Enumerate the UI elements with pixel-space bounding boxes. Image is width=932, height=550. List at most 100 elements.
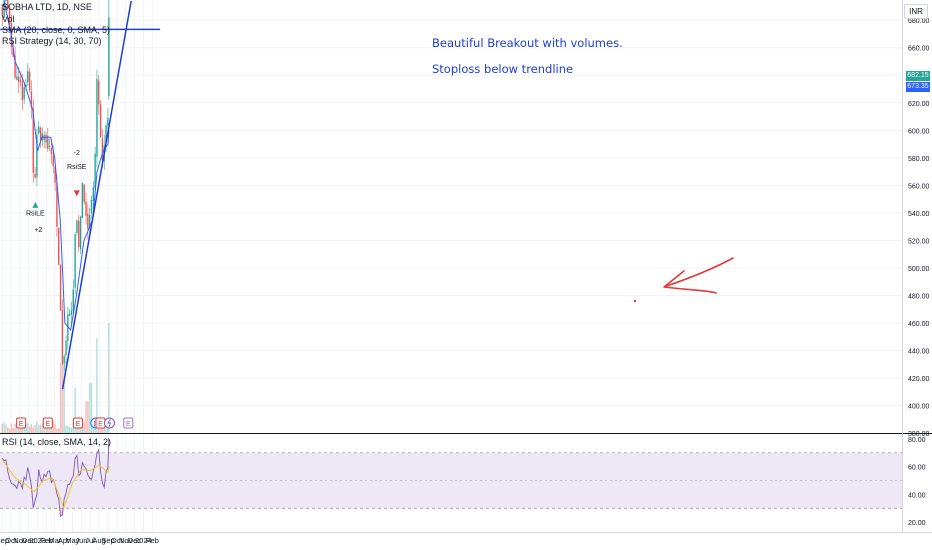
volume-bar: [81, 425, 84, 433]
candle-body: [14, 55, 16, 78]
volume-bar: [30, 423, 33, 433]
volume-bar: [58, 428, 60, 433]
legend-volume[interactable]: Vol: [2, 14, 15, 24]
marker-shape: [72, 417, 83, 429]
candle-body: [70, 310, 73, 315]
candle-body: [94, 153, 96, 189]
sell-signal-arrow: [73, 190, 80, 197]
candle-body: [68, 313, 71, 316]
annotation-breakout[interactable]: Beautiful Breakout with volumes.: [432, 36, 623, 50]
candle-body: [99, 104, 102, 138]
candle-body: [76, 220, 78, 233]
time-tick-label: 2023: [29, 536, 46, 545]
legend-rsi-strategy[interactable]: RSI Strategy (14, 30, 70): [2, 36, 102, 46]
candle-body: [27, 71, 29, 83]
volume-bar: [88, 383, 91, 433]
candle-body: [105, 125, 107, 144]
time-tick-label: May: [65, 536, 79, 545]
candle-body: [74, 234, 76, 288]
candle-body: [45, 134, 47, 143]
volume-bar: [105, 428, 107, 433]
time-tick-label: Sep: [101, 536, 114, 545]
volume-bar: [7, 427, 9, 433]
candle-body: [38, 126, 40, 134]
marker-letter: E: [98, 421, 103, 428]
rsi-panel: 20.00 40.00 60.00 80.00: [0, 437, 926, 527]
candle-body: [59, 264, 62, 311]
time-tick-label: Oct: [111, 536, 124, 545]
marker-letter: E: [19, 421, 24, 428]
legend-sma[interactable]: SMA (20, close, 0, SMA, 5): [2, 25, 111, 35]
annotation-arrow: [663, 257, 734, 294]
candle-body: [17, 76, 20, 82]
earnings-marker[interactable]: E: [42, 417, 53, 429]
volume-bar: [3, 421, 5, 433]
volume-bar: [36, 421, 38, 433]
candle-body: [107, 118, 109, 126]
marker-letter: E: [126, 421, 131, 428]
volume-bar: [99, 426, 102, 433]
earnings-marker[interactable]: E: [123, 417, 134, 429]
price-tick-label: 440.00: [908, 349, 930, 356]
earnings-marker[interactable]: E: [16, 417, 27, 429]
volume-bar: [92, 423, 95, 433]
volume-bar: [43, 428, 45, 433]
candle-body: [8, 7, 11, 24]
rsi-long-label: RsiLE: [26, 211, 45, 218]
volume-bar: [90, 383, 93, 433]
price-tick-label: 620.00: [908, 101, 930, 108]
volume-bar: [14, 423, 16, 433]
price-tick-label: 400.00: [908, 404, 930, 411]
time-tick-label: Nov: [13, 536, 27, 545]
rsi-line: [1, 438, 110, 518]
marker-shape: [16, 417, 27, 429]
candle-body: [90, 199, 93, 214]
time-tick-label: Oct: [5, 536, 18, 545]
volume-bar: [108, 323, 110, 433]
candle-body: [83, 184, 85, 203]
candle-body: [58, 228, 60, 265]
sma-line: [3, 0, 110, 332]
earnings-marker[interactable]: E: [72, 417, 83, 429]
time-tick-label: Apr: [58, 536, 70, 545]
volume-bar: [8, 428, 11, 433]
support-trendline: [61, 0, 132, 390]
volume-bar: [54, 424, 56, 433]
marker-shape: [123, 417, 134, 429]
legend-rsi[interactable]: RSI (14, close, SMA, 14, 2): [2, 437, 112, 447]
marker-shape: [42, 417, 53, 429]
candle-body: [34, 173, 36, 178]
volume-bar: [48, 428, 51, 433]
candle-body: [65, 340, 67, 356]
time-tick-label: Mar: [48, 536, 61, 545]
price-tick-label: 680.00: [908, 18, 930, 25]
candle-body: [7, 0, 9, 8]
candle-body: [101, 138, 104, 160]
candle-body: [47, 135, 49, 149]
volume-bar: [72, 428, 74, 433]
price-candles: [1, 0, 110, 371]
time-tick-label: Sep: [0, 536, 9, 545]
volume-bar: [85, 401, 87, 433]
volume-bar: [63, 363, 65, 433]
lightning-icon: [107, 418, 112, 428]
volume-bar: [61, 363, 64, 433]
volume-bar: [28, 426, 31, 433]
candle-body: [1, 4, 4, 17]
annotation-stoploss[interactable]: Stoploss below trendline: [432, 62, 574, 76]
currency-button[interactable]: INR: [904, 4, 928, 19]
candle-body: [50, 147, 53, 155]
time-tick-label: 2024: [135, 536, 152, 545]
candle-body: [88, 215, 91, 227]
volume-bar: [74, 388, 76, 433]
level-price-tag: 673.35: [906, 82, 930, 92]
symbol-title[interactable]: SOBHA LTD, 1D, NSE: [2, 2, 92, 12]
rsi-short-label: RsiSE: [67, 164, 87, 171]
candle-body: [79, 216, 82, 250]
price-tick-label: 660.00: [908, 46, 930, 53]
time-tick-label: Nov: [119, 536, 133, 545]
candle-body: [108, 17, 110, 96]
earnings-marker[interactable]: E: [95, 417, 106, 429]
candle-body: [52, 155, 54, 167]
